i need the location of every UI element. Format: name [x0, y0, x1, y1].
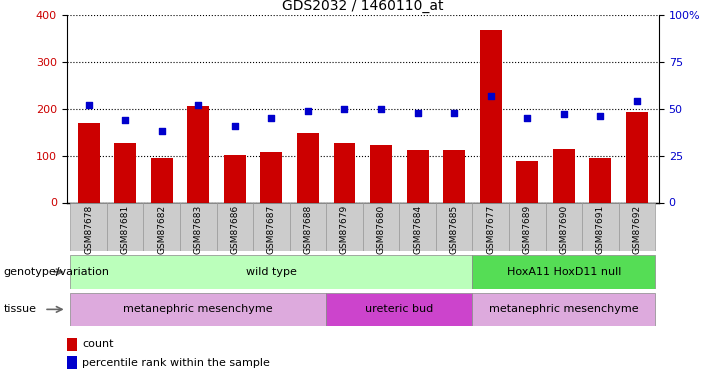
Bar [107, 202, 144, 251]
Bar [253, 202, 290, 251]
Bar [67, 356, 77, 369]
Point [83, 102, 94, 108]
Bar [553, 148, 575, 202]
Text: GSM87681: GSM87681 [121, 205, 130, 254]
Bar [326, 292, 472, 326]
Text: GSM87679: GSM87679 [340, 205, 349, 254]
Text: GSM87682: GSM87682 [157, 205, 166, 254]
Bar [70, 292, 326, 326]
Text: GSM87688: GSM87688 [304, 205, 313, 254]
Text: GSM87687: GSM87687 [267, 205, 276, 254]
Text: metanephric mesenchyme: metanephric mesenchyme [489, 304, 639, 314]
Point [339, 106, 350, 112]
Text: GSM87685: GSM87685 [449, 205, 458, 254]
Text: genotype/variation: genotype/variation [4, 267, 109, 277]
Bar [443, 150, 465, 202]
Bar [626, 112, 648, 202]
Bar [70, 255, 472, 289]
Text: GSM87678: GSM87678 [84, 205, 93, 254]
Text: GSM87691: GSM87691 [596, 205, 605, 254]
Bar [545, 202, 582, 251]
Text: GSM87677: GSM87677 [486, 205, 495, 254]
Bar [326, 202, 363, 251]
Bar [509, 202, 545, 251]
Bar [400, 202, 436, 251]
Point [522, 115, 533, 121]
Text: GSM87692: GSM87692 [632, 205, 641, 254]
Bar [260, 152, 283, 202]
Point [302, 108, 313, 114]
Bar [334, 143, 355, 202]
Bar [517, 161, 538, 202]
Bar [70, 202, 107, 251]
Text: count: count [83, 339, 114, 349]
Bar [151, 158, 172, 203]
Text: percentile rank within the sample: percentile rank within the sample [83, 358, 271, 368]
Point [558, 111, 569, 117]
Text: GSM87689: GSM87689 [523, 205, 532, 254]
Text: GSM87683: GSM87683 [193, 205, 203, 254]
Point [595, 113, 606, 119]
Point [119, 117, 130, 123]
Point [156, 128, 168, 134]
Text: tissue: tissue [4, 304, 36, 314]
Bar [472, 292, 655, 326]
Bar [619, 202, 655, 251]
Text: GSM87690: GSM87690 [559, 205, 569, 254]
Bar [370, 145, 392, 202]
Bar [290, 202, 326, 251]
Bar [407, 150, 428, 202]
Bar [67, 338, 77, 351]
Point [376, 106, 387, 112]
Text: metanephric mesenchyme: metanephric mesenchyme [123, 304, 273, 314]
Point [632, 98, 643, 104]
Point [412, 110, 423, 116]
Bar [472, 202, 509, 251]
Bar [436, 202, 472, 251]
Bar [472, 255, 655, 289]
Point [193, 102, 204, 108]
Text: GSM87680: GSM87680 [376, 205, 386, 254]
Bar [180, 202, 217, 251]
Bar [224, 154, 246, 203]
Point [485, 93, 496, 99]
Point [449, 110, 460, 116]
Text: ureteric bud: ureteric bud [365, 304, 433, 314]
Text: HoxA11 HoxD11 null: HoxA11 HoxD11 null [507, 267, 621, 277]
Bar [217, 202, 253, 251]
Bar [582, 202, 619, 251]
Bar [144, 202, 180, 251]
Bar [187, 106, 209, 202]
Bar [590, 158, 611, 203]
Point [266, 115, 277, 121]
Text: GSM87684: GSM87684 [413, 205, 422, 254]
Text: wild type: wild type [246, 267, 297, 277]
Bar [78, 123, 100, 202]
Bar [479, 30, 502, 202]
Title: GDS2032 / 1460110_at: GDS2032 / 1460110_at [282, 0, 444, 13]
Bar [114, 142, 136, 202]
Bar [363, 202, 400, 251]
Point [229, 123, 240, 129]
Text: GSM87686: GSM87686 [231, 205, 239, 254]
Bar [297, 133, 319, 202]
